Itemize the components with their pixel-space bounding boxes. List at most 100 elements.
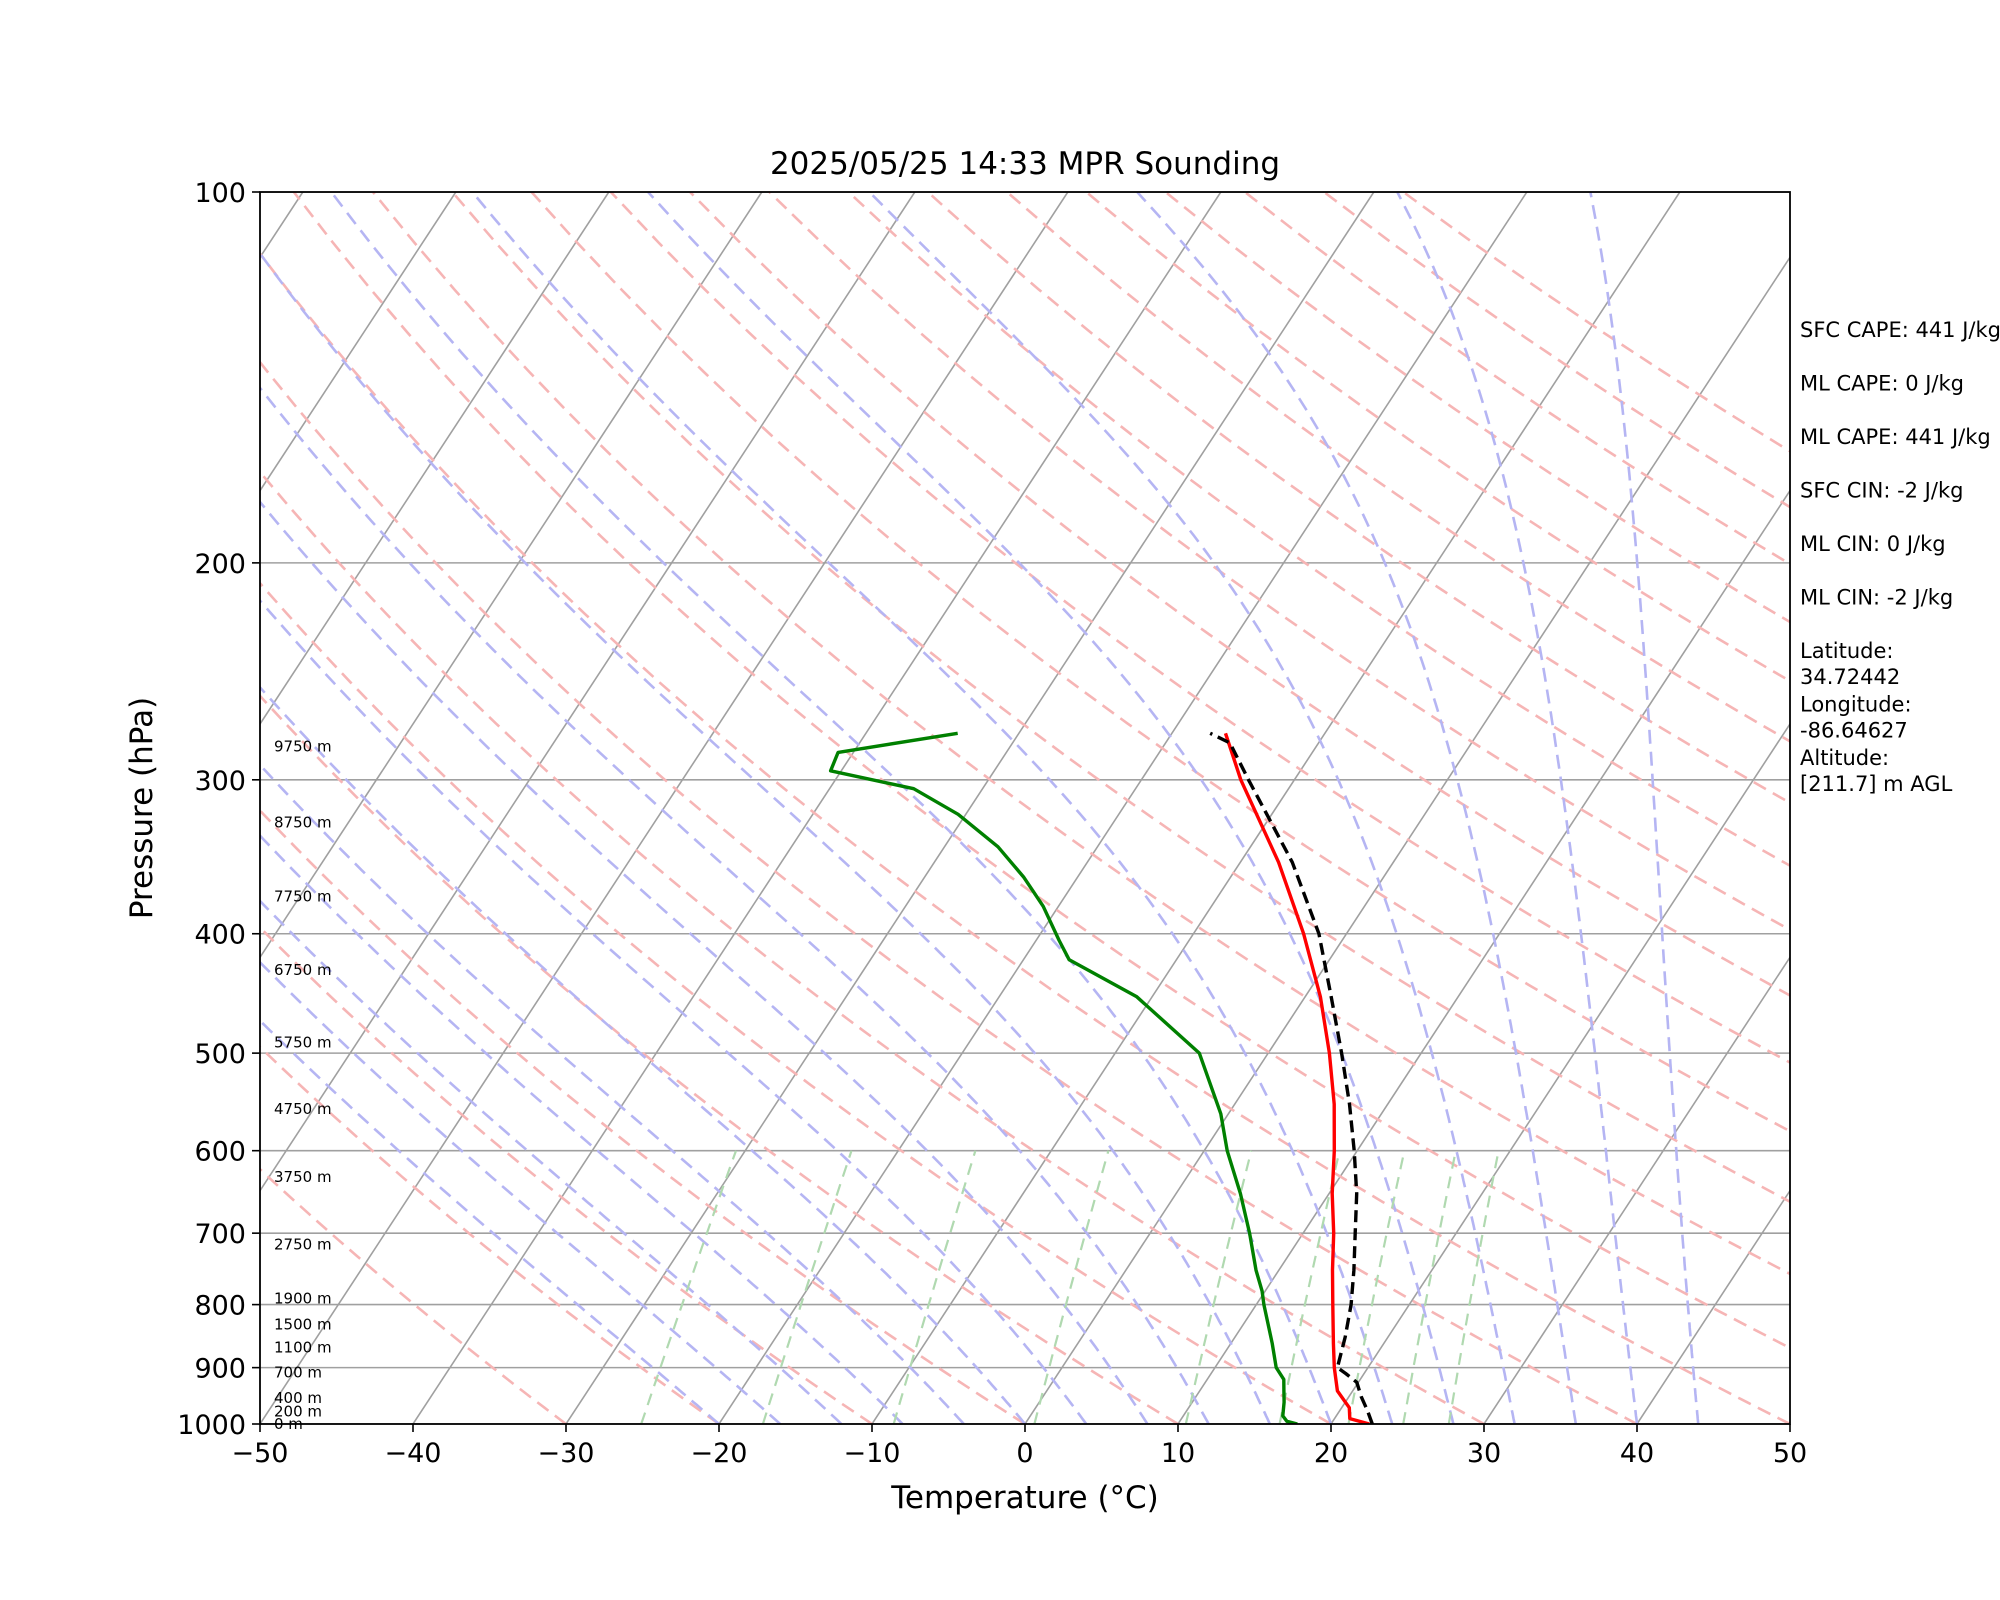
moist-adiabat — [260, 499, 1149, 1424]
isotherm — [1483, 955, 1790, 1424]
dry-adiabat — [768, 192, 1790, 932]
moist-adiabat — [471, 192, 1394, 1424]
x-tick-label: 10 — [1161, 1438, 1195, 1469]
mixing-ratio-line — [1447, 1150, 1500, 1424]
y-tick-label: 1000 — [177, 1410, 246, 1441]
y-tick-label: 400 — [194, 920, 246, 951]
y-tick-label: 100 — [194, 178, 246, 209]
moist-adiabat — [260, 763, 965, 1424]
height-label: 9750 m — [274, 738, 332, 756]
y-tick-label: 200 — [194, 549, 246, 580]
mixing-ratio-line — [1402, 1150, 1457, 1424]
isotherm — [1636, 1189, 1790, 1424]
dry-adiabat — [260, 1045, 720, 1424]
dewpoint-line — [828, 731, 1298, 1424]
moist-adiabat — [647, 192, 1455, 1424]
height-label: 700 m — [274, 1363, 322, 1381]
dry-adiabat — [260, 925, 873, 1424]
stat-text: ML CIN: -2 J/kg — [1800, 586, 1953, 610]
dry-adiabat — [260, 581, 1332, 1424]
height-label: 6750 m — [274, 961, 332, 979]
height-label: 4750 m — [274, 1100, 332, 1118]
sounding-stats: SFC CAPE: 441 J/kg ML CAPE: 0 J/kg ML CAPE… — [1800, 318, 2000, 796]
background-lines — [260, 192, 1790, 1424]
chart-title: 2025/05/25 14:33 MPR Sounding — [770, 146, 1280, 182]
moist-adiabat — [260, 598, 1088, 1424]
mixing-ratio-line — [1184, 1150, 1253, 1424]
moist-adiabat — [868, 192, 1516, 1424]
isotherm — [1330, 722, 1790, 1424]
dry-adiabat — [926, 192, 1790, 805]
dry-adiabat — [260, 469, 1485, 1424]
moist-adiabat — [260, 899, 843, 1424]
mixing-ratio-line — [1347, 1150, 1406, 1424]
isotherm — [565, 192, 1375, 1424]
stat-text: 34.72442 — [1800, 665, 1900, 689]
x-tick-label: −30 — [538, 1438, 595, 1469]
x-tick-label: −20 — [691, 1438, 748, 1469]
dry-adiabat — [371, 192, 1790, 1276]
x-tick-label: 20 — [1314, 1438, 1348, 1469]
x-tick-label: 50 — [1773, 1438, 1807, 1469]
height-label: 2750 m — [274, 1236, 332, 1254]
height-label: 1500 m — [274, 1315, 332, 1333]
isotherm — [412, 192, 1222, 1424]
dry-adiabat — [292, 192, 1790, 1350]
height-label: 7750 m — [274, 887, 332, 905]
stat-text: -86.64627 — [1800, 719, 1908, 743]
moist-adiabat — [260, 385, 1210, 1424]
isotherm — [260, 192, 1069, 1424]
y-tick-label: 500 — [194, 1039, 246, 1070]
stat-text: Longitude: — [1800, 693, 1912, 717]
x-axis-label: Temperature (°C) — [890, 1480, 1159, 1516]
dry-adiabat — [260, 1167, 567, 1424]
dry-adiabat — [451, 192, 1790, 1204]
mixing-ratio-line — [1033, 1150, 1110, 1424]
dry-adiabat — [260, 808, 1026, 1424]
x-tick-label: −10 — [844, 1438, 901, 1469]
isotherm — [718, 192, 1528, 1424]
isotherm — [1024, 255, 1790, 1424]
parcel-line — [1209, 731, 1374, 1424]
stat-text: SFC CAPE: 441 J/kg — [1800, 318, 2000, 342]
dry-adiabat — [609, 192, 1790, 1065]
dry-adiabat — [260, 251, 1790, 1424]
mixing-ratio-line — [640, 1150, 738, 1424]
isotherm — [871, 192, 1681, 1424]
height-label: 8750 m — [274, 814, 332, 832]
x-tick-label: 0 — [1016, 1438, 1033, 1469]
isotherm — [1177, 489, 1790, 1424]
dry-adiabat — [847, 192, 1790, 868]
stat-text: Latitude: — [1800, 639, 1894, 663]
stat-text: ML CAPE: 0 J/kg — [1800, 372, 1964, 396]
y-tick-label: 900 — [194, 1354, 246, 1385]
y-axis-label: Pressure (hPa) — [124, 697, 160, 919]
moist-adiabat — [260, 1018, 720, 1424]
moist-adiabat — [260, 685, 1027, 1424]
moist-adiabat — [260, 251, 1271, 1424]
dry-adiabat — [1006, 192, 1790, 743]
x-tick-label: −40 — [385, 1438, 442, 1469]
height-label: 400 m — [274, 1389, 322, 1407]
mixing-ratio-line — [892, 1150, 977, 1424]
stat-text: Altitude: — [1800, 746, 1889, 770]
height-label: 3750 m — [274, 1168, 332, 1186]
mixing-ratio-line — [1278, 1150, 1341, 1424]
height-label: 200 m — [274, 1403, 322, 1421]
height-label: 1100 m — [274, 1339, 332, 1357]
height-label: 1900 m — [274, 1290, 332, 1308]
isotherm — [260, 192, 610, 726]
dry-adiabat — [260, 360, 1638, 1424]
stat-text: ML CAPE: 441 J/kg — [1800, 425, 1991, 449]
moist-adiabat — [260, 960, 782, 1424]
moist-adiabat — [1396, 192, 1639, 1424]
y-tick-label: 800 — [194, 1291, 246, 1322]
y-tick-label: 300 — [194, 766, 246, 797]
isotherm — [260, 192, 916, 1193]
x-tick-label: 30 — [1467, 1438, 1501, 1469]
height-label: 0 m — [274, 1415, 303, 1433]
isotherm — [260, 192, 763, 959]
plot-frame — [259, 191, 1791, 1425]
